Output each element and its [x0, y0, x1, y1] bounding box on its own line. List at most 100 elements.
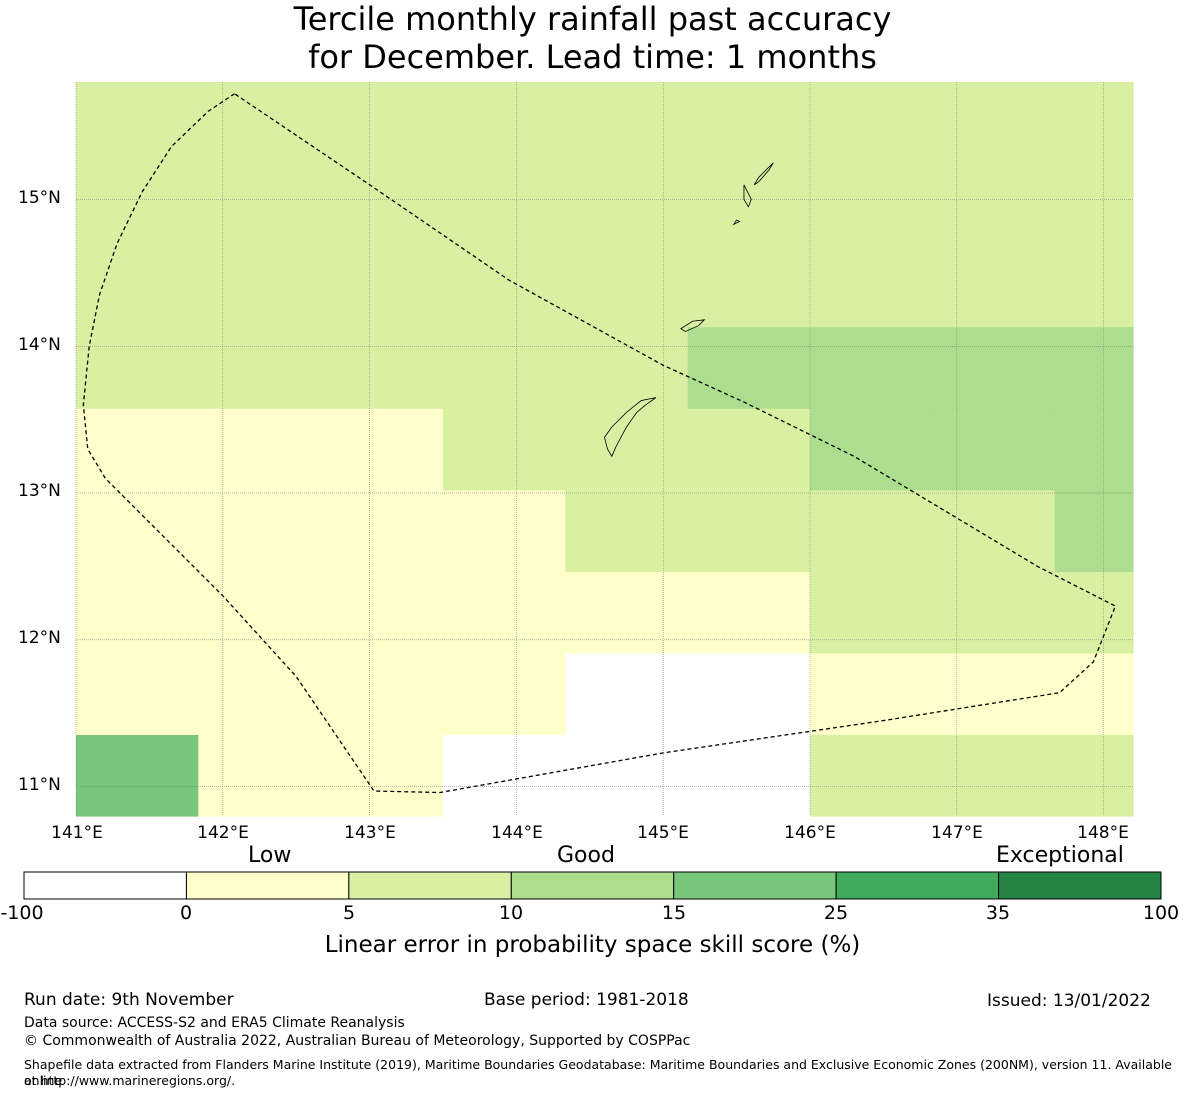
skill-cell — [198, 326, 322, 409]
colorbar-tick: 15 — [661, 902, 687, 924]
skill-cell — [442, 652, 566, 736]
skill-cell — [320, 245, 444, 328]
colorbar-bin — [348, 871, 512, 900]
skill-cell — [932, 326, 1056, 409]
skill-cell — [565, 652, 689, 736]
colorbar-word-good: Good — [557, 843, 615, 868]
skill-cell — [565, 245, 689, 328]
skill-cell — [932, 163, 1056, 246]
colorbar-tick: 100 — [1142, 902, 1180, 924]
colorbar-bin — [998, 871, 1162, 900]
skill-cell — [687, 245, 811, 328]
shapefile-credit-line-1: Shapefile data extracted from Flanders M… — [24, 1057, 1172, 1088]
island-outline — [732, 219, 741, 226]
skill-cell — [1054, 734, 1134, 817]
skill-cell — [76, 82, 199, 165]
skill-cell — [76, 245, 199, 328]
colorbar-bin — [673, 871, 837, 900]
title-line-2: for December. Lead time: 1 months — [308, 38, 877, 76]
island-outline — [743, 184, 752, 208]
skill-cell — [687, 408, 811, 491]
lon-label-144e: 144°E — [491, 823, 543, 843]
graticule — [75, 82, 1133, 816]
issued-date: Issued: 13/01/2022 — [987, 991, 1151, 1011]
skill-cell — [320, 489, 444, 572]
skill-cell — [1054, 245, 1134, 328]
colorbar-bin — [510, 871, 675, 900]
skill-cell — [809, 326, 933, 409]
lat-label-12n: 12°N — [18, 628, 61, 648]
skill-cell — [932, 652, 1056, 736]
skill-cell — [565, 163, 689, 246]
skill-cell — [198, 408, 322, 491]
skill-cell — [809, 82, 933, 165]
lat-label-13n: 13°N — [18, 481, 61, 501]
skill-cell — [198, 652, 322, 736]
island-outline — [753, 162, 774, 186]
colorbar-word-exceptional: Exceptional — [996, 843, 1124, 868]
skill-cell — [320, 408, 444, 491]
skill-cell — [320, 734, 444, 817]
lon-label-147e: 147°E — [931, 823, 983, 843]
lon-label-143e: 143°E — [344, 823, 396, 843]
skill-cell — [687, 489, 811, 572]
skill-cell — [198, 82, 322, 165]
skill-cell — [687, 326, 811, 409]
colorbar-tick: 5 — [342, 902, 356, 924]
skill-cell — [565, 408, 689, 491]
skill-cell — [198, 489, 322, 572]
skill-cells — [76, 82, 1134, 817]
skill-cell — [687, 652, 811, 736]
shapefile-credit-line-2: at http://www.marineregions.org/. — [24, 1073, 236, 1088]
map-title: Tercile monthly rainfall past accuracy f… — [0, 0, 1185, 76]
island-outline — [604, 397, 657, 458]
skill-cell — [76, 734, 199, 817]
skill-cell — [1054, 489, 1134, 572]
skill-cell — [198, 734, 322, 817]
lon-label-145e: 145°E — [637, 823, 689, 843]
skill-cell — [809, 489, 933, 572]
skill-cell — [1054, 326, 1134, 409]
colorbar-word-low: Low — [248, 843, 292, 868]
skill-cell — [809, 652, 933, 736]
lon-label-141e: 141°E — [51, 823, 103, 843]
colorbar-label: Linear error in probability space skill … — [324, 932, 861, 958]
skill-cell — [932, 489, 1056, 572]
colorbar-bin — [185, 871, 350, 900]
skill-cell — [320, 163, 444, 246]
skill-cell — [76, 326, 199, 409]
colorbar-tick: -100 — [0, 902, 44, 924]
skill-cell — [76, 489, 199, 572]
skill-map — [75, 82, 1134, 817]
skill-cell — [320, 326, 444, 409]
island-outline — [680, 319, 706, 333]
skill-cell — [442, 82, 566, 165]
skill-cell — [687, 82, 811, 165]
skill-cell — [76, 163, 199, 246]
skill-cell — [809, 408, 933, 491]
title-line-1: Tercile monthly rainfall past accuracy — [293, 0, 892, 38]
skill-cell — [809, 245, 933, 328]
skill-cell — [442, 489, 566, 572]
skill-cell — [932, 408, 1056, 491]
skill-cell — [442, 163, 566, 246]
data-source: Data source: ACCESS-S2 and ERA5 Climate … — [24, 1015, 405, 1031]
skill-cell — [809, 163, 933, 246]
skill-cell — [565, 489, 689, 572]
skill-cell — [76, 408, 199, 491]
base-period: Base period: 1981-2018 — [484, 990, 689, 1010]
skill-cell — [198, 245, 322, 328]
skill-cell — [1054, 163, 1134, 246]
run-date: Run date: 9th November — [24, 990, 234, 1010]
skill-cell — [809, 734, 933, 817]
colorbar-tick: 25 — [823, 902, 849, 924]
colorbar — [23, 871, 1162, 900]
lon-label-142e: 142°E — [197, 823, 249, 843]
copyright: © Commonwealth of Australia 2022, Austra… — [24, 1033, 691, 1049]
skill-cell — [565, 82, 689, 165]
colorbar-tick: 35 — [985, 902, 1011, 924]
skill-cell — [565, 734, 689, 817]
skill-cell — [442, 734, 566, 817]
skill-cell — [442, 326, 566, 409]
lon-label-148e: 148°E — [1077, 823, 1129, 843]
